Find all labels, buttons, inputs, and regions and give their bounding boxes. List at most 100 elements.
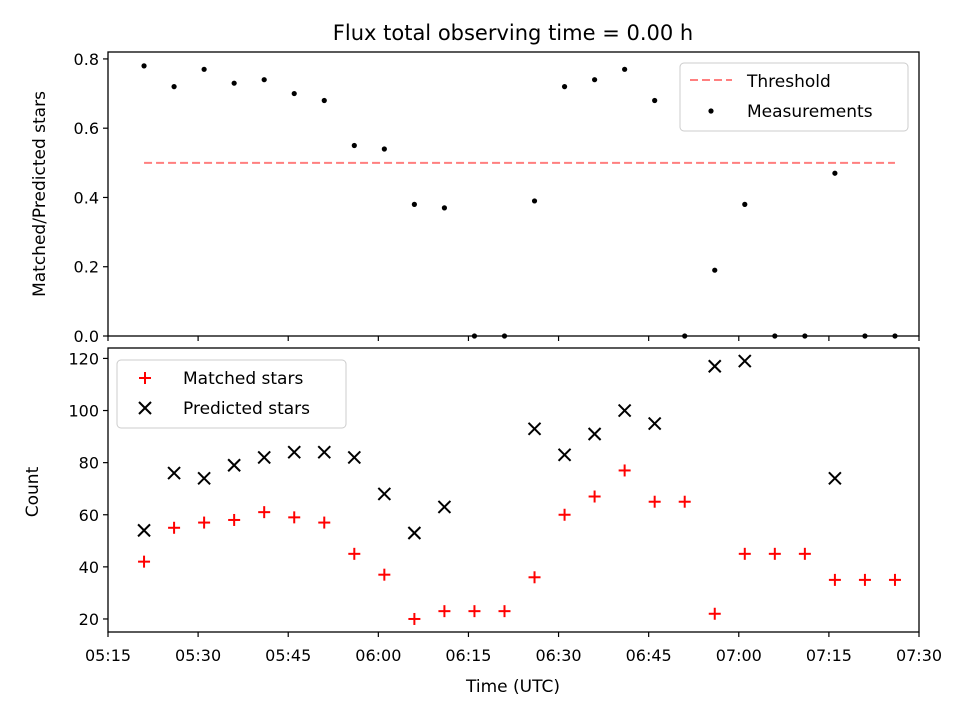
predicted-star-point [557,448,572,462]
predicted-star-point [227,458,241,472]
measurement-point [351,142,357,149]
predicted-star-point [257,450,271,465]
ratio-y-tick-label: 0.6 [74,119,99,138]
count-axes-frame [107,347,920,633]
measurement-point [531,198,538,204]
matched-star-point [588,490,601,503]
predicted-star-point [407,526,422,540]
x-tick-label: 06:45 [626,646,672,665]
matched-star-point [528,571,541,584]
measurement-point [381,146,387,152]
matched-star-point [468,605,481,618]
legend-measurements-swatch [708,108,714,114]
measurement-point [622,66,628,72]
legend-predicted-label: Predicted stars [183,399,310,419]
matched-star-point [618,464,631,477]
predicted-star-point [647,416,662,431]
measurement-point [742,201,748,207]
predicted-star-point [197,471,211,485]
count-y-tick-label: 80 [79,454,99,473]
legend-matched-swatch [139,372,151,384]
matched-star-point [498,605,511,618]
measurement-point [652,97,658,104]
x-tick-label: 05:45 [265,646,311,665]
x-tick-label: 05:15 [85,646,131,665]
predicted-star-point [437,500,452,514]
matched-star-point [708,607,721,620]
x-tick-label: 07:15 [806,646,852,665]
matched-star-point [138,555,151,568]
measurement-point [261,77,267,83]
legend-matched-label: Matched stars [183,369,303,389]
measurement-point [201,66,207,72]
legend-threshold-label: Threshold [746,72,831,92]
chart-title: Flux total observing time = 0.00 h [333,21,693,45]
measurement-point [411,201,417,207]
predicted-star-point [347,450,362,465]
measurement-point [441,205,448,211]
ratio-y-tick-label: 0.2 [74,258,99,277]
matched-star-point [288,511,301,524]
count-y-tick-label: 120 [68,349,99,368]
legend-measurements-label: Measurements [747,102,873,122]
count-y-tick-label: 40 [79,558,99,577]
predicted-star-point [527,422,542,436]
predicted-star-point [828,471,842,485]
x-tick-label: 07:00 [716,646,762,665]
predicted-star-point [137,523,151,538]
ratio-y-tick-label: 0.0 [74,327,99,346]
matched-star-point [168,521,181,534]
measurement-point [291,90,297,97]
measurement-point [171,84,177,90]
matched-star-point [228,513,241,526]
ratio-legend-box [679,62,909,132]
matched-star-point [738,547,751,560]
x-axis-label: Time (UTC) [465,677,560,697]
matched-star-point [408,612,421,625]
predicted-star-point [738,354,752,368]
ratio-y-tick-label: 0.4 [74,188,99,207]
matched-star-point [348,547,361,560]
predicted-star-point [617,403,632,418]
matched-star-point [768,547,781,560]
count-panel: Count Time (UTC) 05:15 05:30 05:45 06:00 06:… [23,347,942,697]
predicted-star-point [377,487,392,501]
predicted-star-point [287,445,301,459]
predicted-star-point [587,427,602,441]
count-legend: Matched stars Predicted stars [116,359,347,429]
ratio-axes-frame [107,51,920,337]
matched-star-point [378,568,391,581]
count-y-tick-label: 60 [79,506,99,525]
matched-star-point [318,516,331,529]
measurement-point [712,267,718,273]
count-y-axis-label: Count [23,466,43,517]
matched-star-point [438,605,451,618]
measurement-point [832,170,838,176]
legend-predicted-swatch [138,401,152,415]
x-tick-label: 05:30 [175,646,221,665]
measurement-point [231,80,237,86]
predicted-star-point [167,466,181,480]
ratio-legend: Threshold Measurements [679,62,909,132]
measurement-point [561,84,568,90]
matched-star-point [678,495,691,508]
x-tick-label: 06:30 [536,646,582,665]
ratio-y-axis-label: Matched/Predicted stars [30,91,50,297]
count-y-tick-label: 20 [79,610,99,629]
matched-star-point [258,506,271,519]
measurement-point [141,63,147,69]
x-tick-label: 07:30 [896,646,942,665]
matched-star-point [648,495,661,508]
matched-star-point [198,516,211,529]
matched-star-point [558,508,571,521]
measurement-point [592,77,598,83]
x-tick-label: 06:00 [355,646,401,665]
predicted-star-point [317,445,331,459]
ratio-y-tick-label: 0.8 [74,50,99,69]
x-tick-label: 06:15 [445,646,491,665]
matched-star-point [858,573,871,586]
predicted-star-point [708,359,722,373]
matched-star-point [828,573,841,586]
count-legend-box [116,359,347,429]
